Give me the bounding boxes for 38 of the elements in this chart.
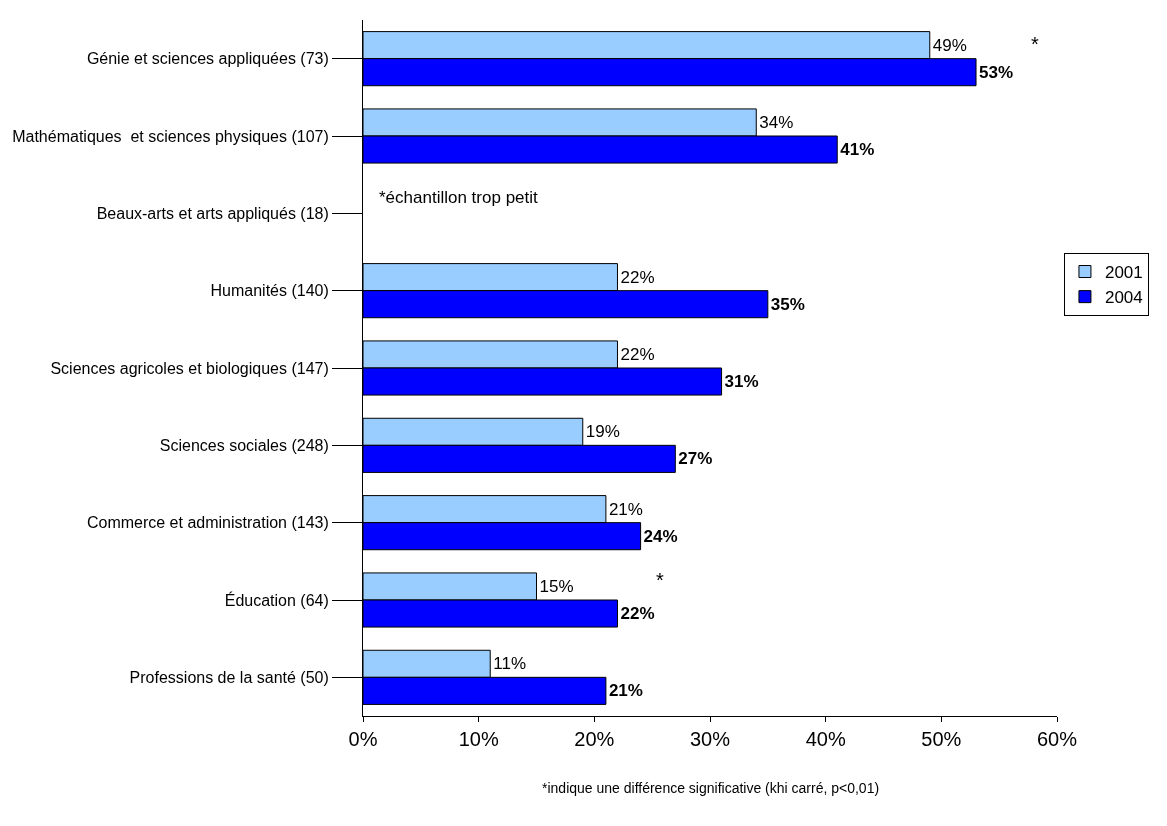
x-tick-label: 10%	[458, 728, 499, 750]
y-tick-label: Sciences agricoles et biologiques (147)	[50, 359, 329, 377]
annotation: *	[656, 569, 664, 591]
y-tick-label: Humanités (140)	[210, 282, 329, 300]
data-label: 11%	[493, 654, 526, 674]
annotation: *	[1031, 33, 1039, 55]
data-label: 35%	[770, 294, 805, 314]
data-label: 22%	[620, 267, 655, 287]
legend-label: 2001	[1104, 263, 1143, 283]
data-label: 21%	[608, 499, 643, 519]
y-tick-label: Sciences sociales (248)	[159, 436, 329, 454]
x-tick-label: 20%	[574, 728, 615, 750]
x-tick-label: 0%	[348, 728, 378, 750]
data-label: 53%	[979, 62, 1014, 82]
data-label: 22%	[620, 344, 655, 364]
x-tick-label: 50%	[921, 728, 962, 750]
data-label: 27%	[678, 449, 713, 469]
y-tick-label: Mathématiques et sciences physiques (107)	[12, 127, 329, 145]
data-label: 22%	[620, 604, 655, 624]
y-tick-label: Beaux-arts et arts appliqués (18)	[96, 204, 329, 222]
text: *indique une différence significative (khi carré, p<0,01)	[542, 780, 880, 796]
legend-label: 2004	[1104, 288, 1143, 308]
data-label: 21%	[608, 681, 643, 701]
x-tick-label: 30%	[689, 728, 731, 750]
y-tick-label: Professions de la santé (50)	[129, 668, 329, 686]
y-tick-label: Commerce et administration (143)	[86, 514, 329, 532]
x-tick-label: 40%	[805, 728, 846, 750]
data-label: 15%	[539, 576, 574, 596]
data-label: 24%	[643, 526, 678, 546]
data-label: 34%	[759, 112, 794, 132]
y-tick-label: Éducation (64)	[224, 590, 329, 609]
y-tick-label: Génie et sciences appliquées (73)	[86, 50, 329, 68]
annotation: *échantillon trop petit	[379, 188, 539, 207]
data-label: 31%	[724, 372, 759, 392]
x-tick-label: 60%	[1036, 728, 1078, 750]
data-label: 19%	[585, 422, 620, 442]
data-label: 41%	[840, 140, 875, 160]
data-label: 49%	[932, 35, 967, 55]
